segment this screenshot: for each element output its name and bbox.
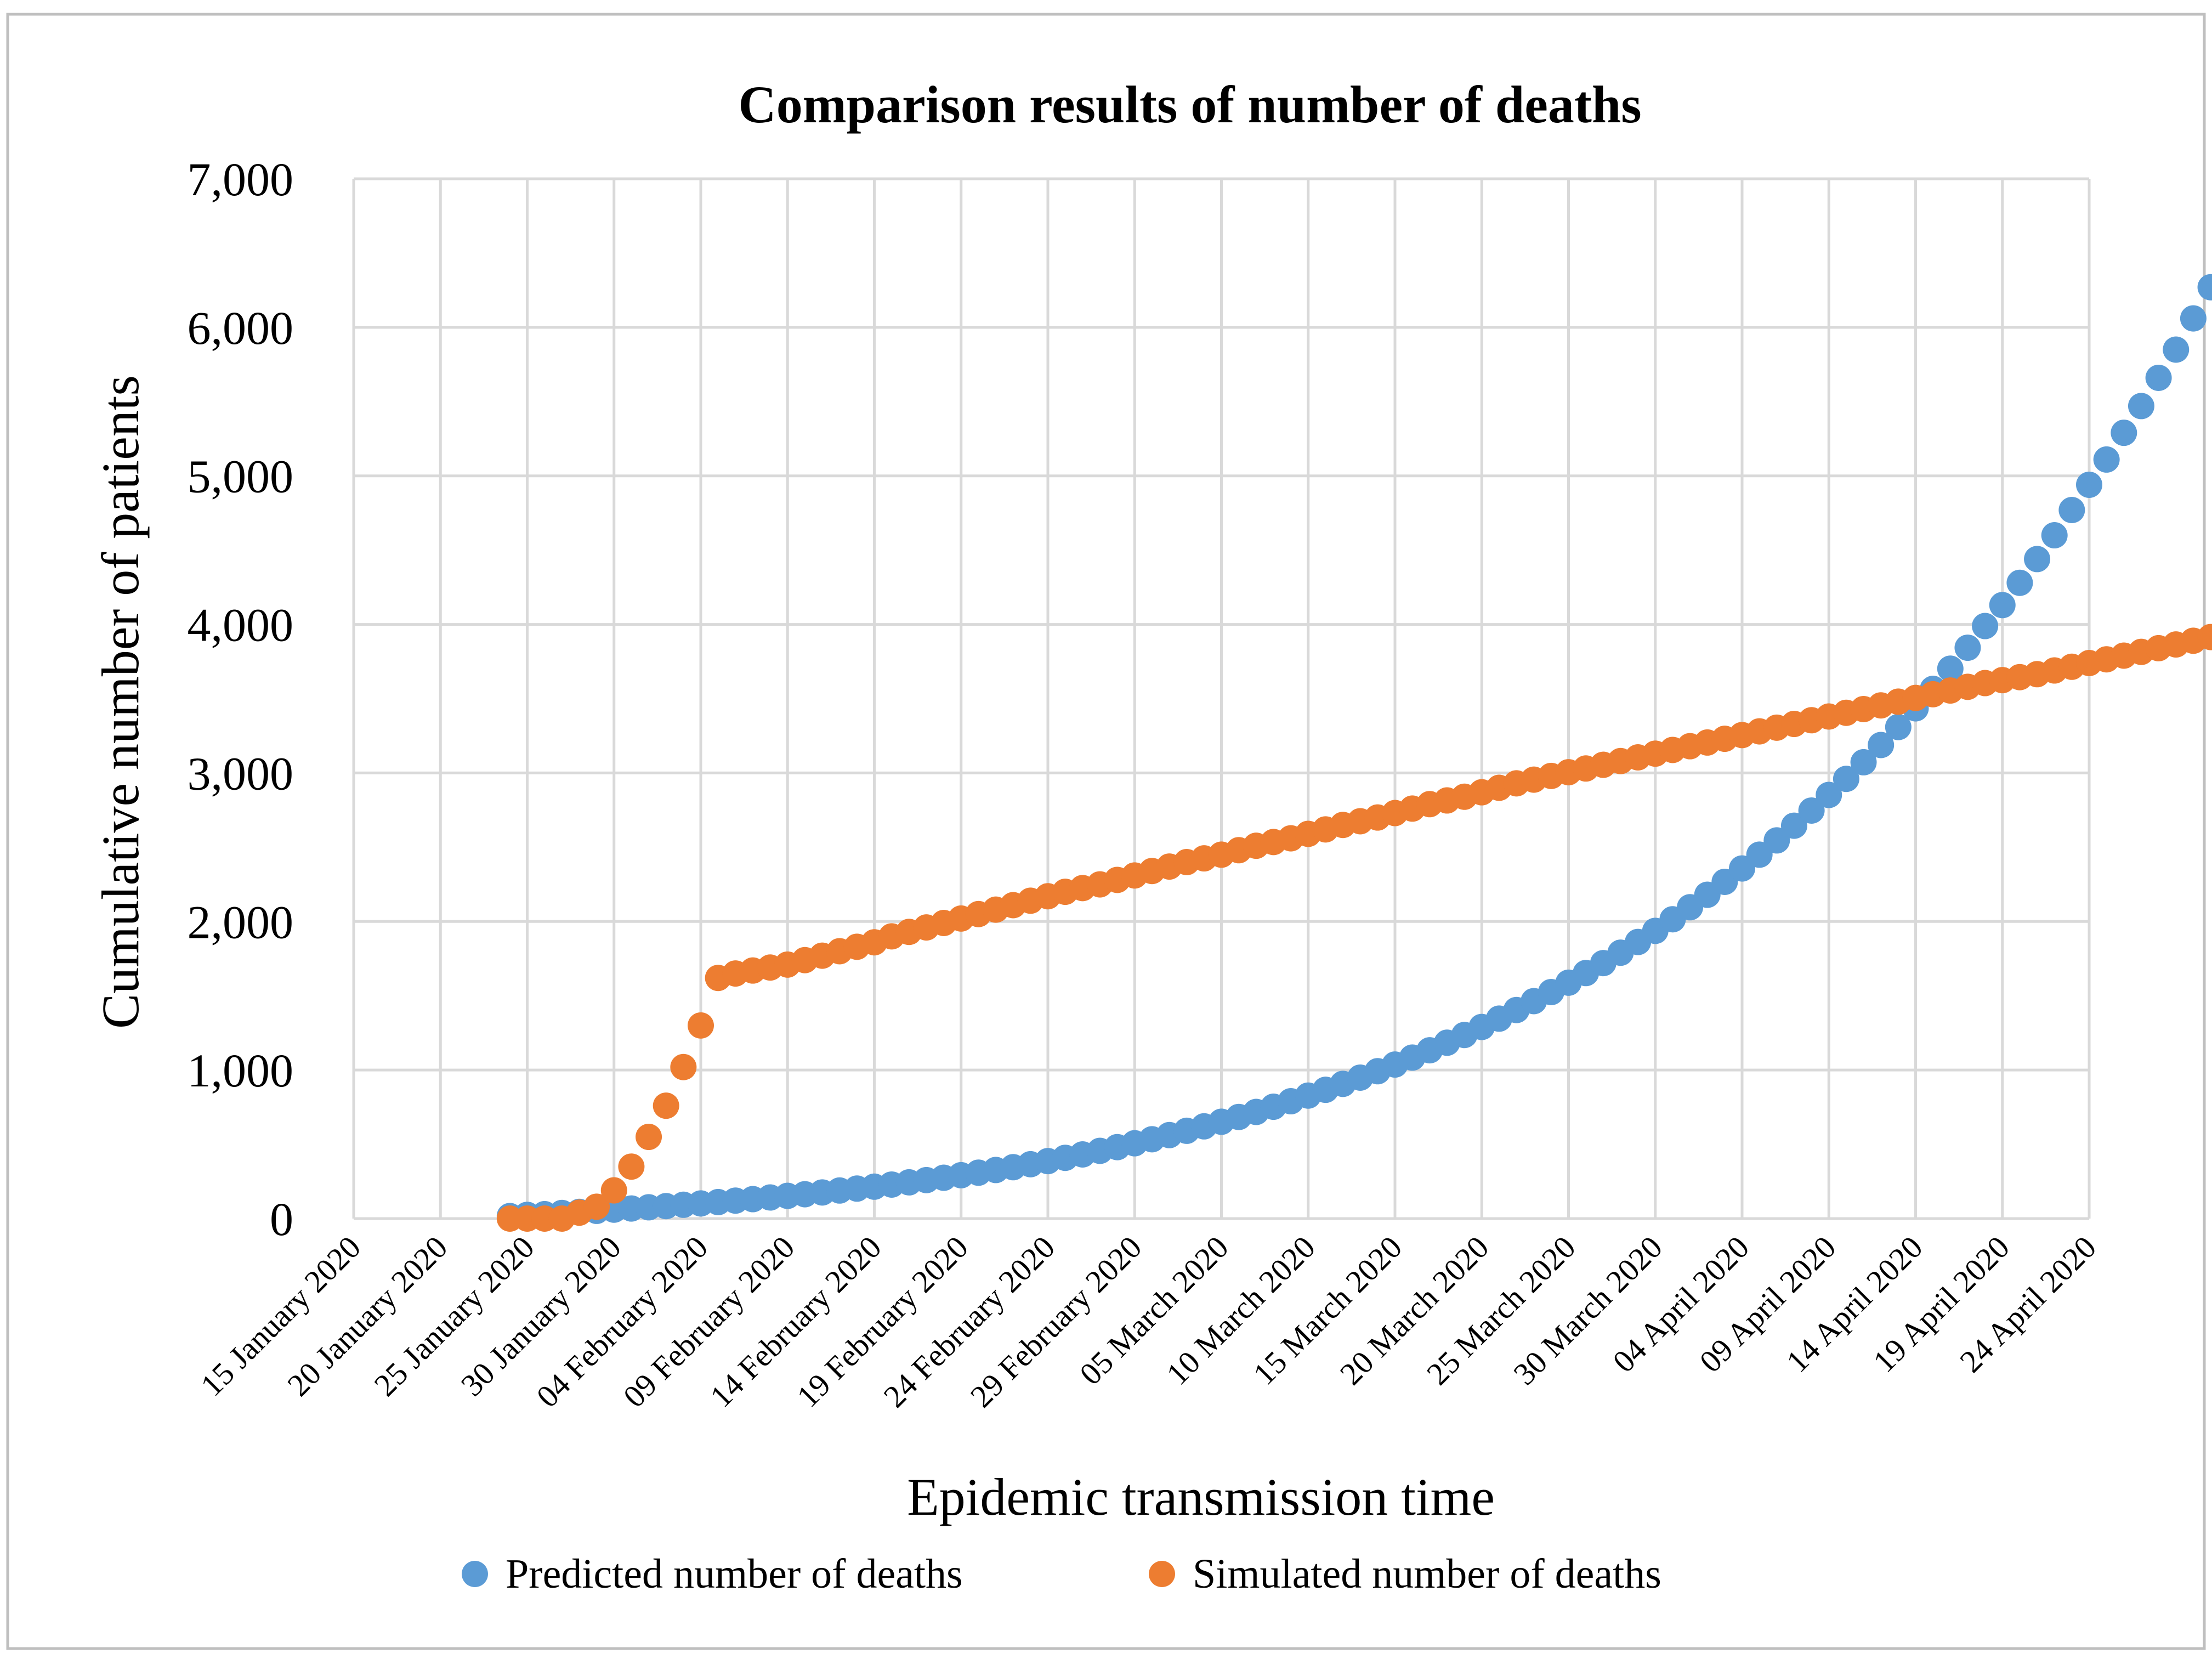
predicted-point [1937, 655, 1964, 682]
predicted-point [2111, 420, 2137, 446]
y-axis-label: Cumulative number of patients [91, 375, 150, 1029]
x-axis-label: Epidemic transmission time [907, 1468, 1495, 1526]
y-tick-label: 5,000 [188, 450, 294, 503]
simulated-point [636, 1124, 662, 1151]
predicted-point [2024, 546, 2051, 573]
simulated-point [618, 1153, 645, 1180]
outer-frame [6, 13, 2206, 1650]
predicted-point [1746, 841, 1773, 868]
predicted-point [2093, 446, 2120, 473]
predicted-point [2180, 305, 2207, 332]
predicted-point [2006, 569, 2033, 596]
predicted-point [1989, 592, 2016, 619]
y-axis-ticks: 0 1,000 2,000 3,000 4,000 5,000 6,000 7,000 [188, 153, 294, 1245]
legend-label-predicted: Predicted number of deaths [506, 1551, 963, 1597]
y-tick-label: 3,000 [188, 747, 294, 800]
y-tick-label: 6,000 [188, 302, 294, 354]
legend-label-simulated: Simulated number of deaths [1193, 1551, 1661, 1597]
simulated-point [583, 1193, 610, 1220]
predicted-point [1763, 827, 1790, 854]
predicted-point [1833, 766, 1859, 792]
predicted-point [1954, 635, 1981, 661]
predicted-point [2128, 393, 2154, 420]
gridlines [352, 177, 2091, 1220]
predicted-point [2197, 274, 2212, 301]
y-tick-label: 0 [270, 1193, 293, 1245]
predicted-point [1780, 812, 1807, 839]
predicted-point [1885, 713, 1912, 740]
predicted-point [1816, 781, 1842, 808]
predicted-point [1798, 797, 1825, 824]
simulated-point [670, 1054, 697, 1080]
data-series [496, 274, 2212, 1232]
predicted-point [1972, 613, 1999, 639]
y-tick-label: 4,000 [188, 599, 294, 652]
simulated-point [2197, 624, 2212, 650]
simulated-point [600, 1177, 627, 1204]
y-tick-label: 2,000 [188, 896, 294, 948]
legend: Predicted number of deaths Simulated num… [462, 1551, 1661, 1597]
legend-marker-predicted [462, 1561, 488, 1587]
predicted-point [2076, 471, 2102, 498]
predicted-point [2145, 364, 2172, 391]
simulated-point [688, 1012, 714, 1039]
series-simulated [496, 624, 2212, 1232]
y-tick-label: 1,000 [188, 1044, 294, 1097]
predicted-point [1868, 732, 1895, 758]
chart-title: Comparison results of number of deaths [738, 75, 1641, 134]
predicted-point [1850, 749, 1877, 775]
legend-marker-simulated [1149, 1561, 1175, 1587]
predicted-point [2041, 522, 2068, 549]
predicted-point [2163, 336, 2190, 363]
simulated-point [653, 1092, 679, 1119]
predicted-point [2058, 497, 2085, 524]
y-tick-label: 7,000 [188, 153, 294, 206]
